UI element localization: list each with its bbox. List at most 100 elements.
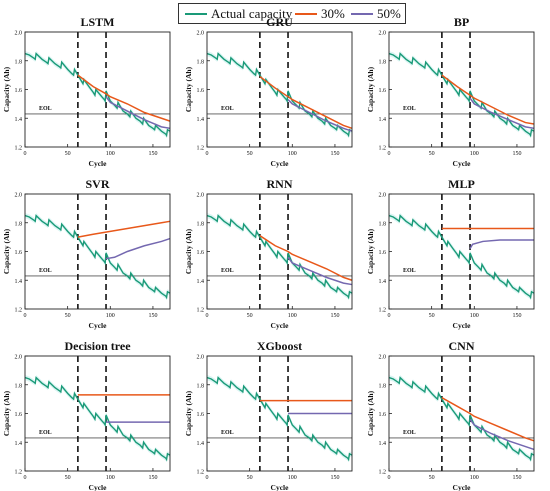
y-tick-label: 1.6 (379, 88, 387, 94)
y-tick-label: 1.6 (379, 250, 387, 256)
x-axis-label: Cycle (271, 321, 290, 330)
x-tick-label: 50 (247, 151, 253, 157)
y-tick-label: 1.8 (379, 59, 387, 65)
x-tick-label: 150 (148, 313, 157, 319)
x-tick-label: 50 (65, 151, 71, 157)
x-axis-label: Cycle (89, 483, 108, 491)
x-tick-label: 100 (288, 313, 297, 319)
x-tick-label: 100 (106, 313, 115, 319)
eol-label: EOL (39, 430, 52, 436)
x-tick-label: 100 (288, 151, 297, 157)
x-tick-label: 150 (148, 151, 157, 157)
panel-title: GRU (266, 15, 293, 29)
series-50pct (105, 96, 171, 130)
y-tick-label: 2.0 (379, 31, 387, 37)
eol-label: EOL (403, 106, 416, 112)
x-tick-label: 100 (106, 151, 115, 157)
x-axis-label: Cycle (271, 483, 290, 491)
y-tick-label: 1.6 (15, 88, 23, 94)
series-50pct (469, 97, 535, 130)
y-tick-label: 1.4 (197, 117, 205, 123)
panel-gru: GRU EOL 0 50 100 150 1.2 1.4 1.6 1.8 2.0 Cycle Capac… (184, 15, 353, 168)
y-tick-label: 1.4 (15, 441, 23, 447)
series-50pct (287, 256, 353, 286)
x-tick-label: 0 (24, 475, 27, 481)
series-actual-capacity (206, 52, 353, 138)
y-tick-label: 1.2 (15, 470, 23, 476)
x-tick-label: 100 (470, 475, 479, 481)
panel-title: RNN (267, 177, 293, 191)
y-axis-label: Capacity (Ah) (184, 228, 193, 274)
x-tick-label: 100 (470, 151, 479, 157)
y-tick-label: 1.6 (15, 412, 23, 418)
x-axis-label: Cycle (453, 159, 472, 168)
series-30pct (259, 75, 353, 130)
y-axis-label: Capacity (Ah) (184, 66, 193, 112)
eol-label: EOL (403, 430, 416, 436)
y-tick-label: 1.2 (197, 146, 205, 152)
y-tick-label: 1.8 (197, 59, 205, 65)
panel-title: XGboost (257, 339, 302, 353)
y-tick-label: 1.8 (197, 383, 205, 389)
x-tick-label: 150 (330, 313, 339, 319)
series-actual-capacity (24, 376, 171, 462)
x-tick-label: 150 (330, 475, 339, 481)
y-tick-label: 2.0 (197, 193, 205, 199)
x-axis-label: Cycle (89, 159, 108, 168)
panel-title: MLP (448, 177, 475, 191)
panel-xgboost: XGboost EOL 0 50 100 150 1.2 1.4 1.6 1.8 2.0 Cycle C… (184, 339, 353, 491)
y-tick-label: 1.6 (379, 412, 387, 418)
series-30pct (259, 235, 353, 281)
y-axis-label: Capacity (Ah) (2, 228, 11, 274)
y-tick-label: 1.2 (379, 308, 387, 314)
y-tick-label: 1.2 (379, 146, 387, 152)
panel-title: LSTM (80, 15, 114, 29)
y-tick-label: 1.4 (379, 117, 387, 123)
x-tick-label: 50 (65, 475, 71, 481)
x-tick-label: 0 (24, 151, 27, 157)
y-tick-label: 1.2 (379, 470, 387, 476)
eol-label: EOL (221, 430, 234, 436)
y-tick-label: 1.8 (15, 59, 23, 65)
series-30pct (441, 74, 535, 125)
y-axis-label: Capacity (Ah) (366, 66, 375, 112)
x-tick-label: 0 (388, 151, 391, 157)
y-tick-label: 2.0 (15, 193, 23, 199)
x-tick-label: 150 (330, 151, 339, 157)
x-axis-label: Cycle (453, 483, 472, 491)
legend: Actual capacity 30% 50% (178, 3, 406, 24)
legend-swatch-30 (295, 13, 317, 15)
x-axis-label: Cycle (453, 321, 472, 330)
panel-rnn: RNN EOL 0 50 100 150 1.2 1.4 1.6 1.8 2.0 Cycle Capac… (184, 177, 353, 330)
series-actual-capacity (206, 376, 353, 462)
y-tick-label: 1.8 (379, 383, 387, 389)
legend-label-30: 30% (321, 6, 345, 21)
series-actual-capacity (24, 52, 171, 138)
x-tick-label: 100 (288, 475, 297, 481)
x-axis-label: Cycle (271, 159, 290, 168)
panel-title: Decision tree (64, 339, 131, 353)
x-tick-label: 0 (388, 313, 391, 319)
x-tick-label: 50 (65, 313, 71, 319)
y-tick-label: 1.2 (15, 308, 23, 314)
legend-item-30: 30% (295, 6, 345, 22)
panel-decision-tree: Decision tree EOL 0 50 100 150 1.2 1.4 1.6 1.8 2.0… (2, 339, 171, 491)
panel-title: CNN (449, 339, 475, 353)
y-axis-label: Capacity (Ah) (2, 390, 11, 436)
panel-mlp: MLP EOL 0 50 100 150 1.2 1.4 1.6 1.8 2.0 Cycle Capac… (366, 177, 535, 330)
legend-item-actual-capacity: Actual capacity (185, 6, 292, 22)
y-axis-label: Capacity (Ah) (366, 390, 375, 436)
eol-label: EOL (39, 268, 52, 274)
series-30pct (441, 397, 535, 442)
x-tick-label: 0 (206, 313, 209, 319)
y-tick-label: 1.4 (197, 441, 205, 447)
series-30pct (77, 220, 171, 238)
eol-label: EOL (221, 268, 234, 274)
series-actual-capacity (388, 214, 535, 300)
y-tick-label: 1.6 (197, 412, 205, 418)
y-tick-label: 2.0 (379, 355, 387, 361)
y-tick-label: 1.4 (379, 441, 387, 447)
y-axis-label: Capacity (Ah) (184, 390, 193, 436)
panel-cnn: CNN EOL 0 50 100 150 1.2 1.4 1.6 1.8 2.0 Cycle Capac… (366, 339, 535, 491)
